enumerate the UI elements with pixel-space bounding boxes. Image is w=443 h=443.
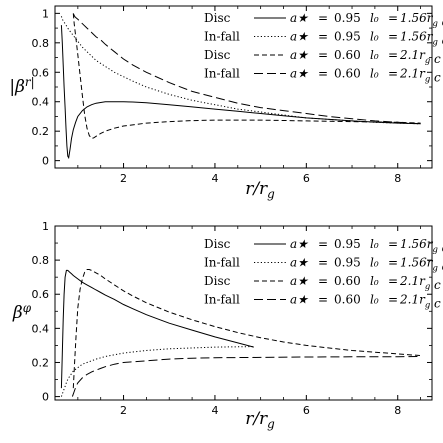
y-tick-label: 0.6 bbox=[32, 66, 50, 79]
y-axis-label: |βr| bbox=[9, 75, 34, 97]
legend-equals: = bbox=[318, 293, 328, 307]
legend-a-value: 0.95 bbox=[334, 237, 361, 251]
legend-a-symbol: a★ bbox=[290, 48, 309, 62]
series-dashed-line bbox=[72, 13, 421, 140]
y-tick-label: 0.6 bbox=[32, 288, 50, 301]
x-tick-label: 8 bbox=[394, 404, 401, 417]
series-solid-line bbox=[60, 269, 254, 389]
x-tick-label: 6 bbox=[303, 404, 310, 417]
x-tick-label: 2 bbox=[120, 404, 127, 417]
x-tick-label: 4 bbox=[211, 404, 218, 417]
legend-a-symbol: a★ bbox=[290, 67, 309, 81]
legend-a-value: 0.60 bbox=[334, 48, 361, 62]
y-tick-label: 0.8 bbox=[32, 254, 50, 267]
x-axis-label: r/rg bbox=[245, 409, 275, 431]
legend-l0-symbol: l₀ bbox=[370, 293, 379, 307]
legend-a-value: 0.60 bbox=[334, 67, 361, 81]
legend-label: Disc bbox=[204, 11, 231, 25]
y-tick-label: 0 bbox=[42, 391, 49, 404]
y-tick-label: 1 bbox=[42, 7, 49, 20]
y-axis-label: βφ bbox=[12, 301, 32, 323]
legend-label: In-fall bbox=[204, 256, 240, 270]
legend-a-symbol: a★ bbox=[290, 237, 309, 251]
legend-a-value: 0.60 bbox=[334, 274, 361, 288]
series-dashed-line bbox=[72, 269, 421, 389]
series-dotted-line bbox=[60, 346, 254, 397]
legend-l0-value: 2.1rg c bbox=[399, 48, 441, 66]
legend-equals: = bbox=[388, 48, 398, 62]
legend-l0-symbol: l₀ bbox=[370, 274, 379, 288]
legend-l0-symbol: l₀ bbox=[370, 48, 379, 62]
legend-l0-symbol: l₀ bbox=[370, 30, 379, 44]
legend-label: Disc bbox=[204, 48, 231, 62]
series-dotted-line bbox=[60, 16, 421, 125]
legend-equals: = bbox=[318, 237, 328, 251]
legend-l0-symbol: l₀ bbox=[370, 237, 379, 251]
legend-a-value: 0.95 bbox=[334, 11, 361, 25]
legend-l0-value: 1.56rg c bbox=[400, 256, 443, 274]
legend-equals: = bbox=[388, 30, 398, 44]
legend-equals: = bbox=[388, 256, 398, 270]
legend-a-value: 0.95 bbox=[334, 256, 361, 270]
legend-label: In-fall bbox=[204, 30, 240, 44]
legend-l0-value: 2.1rg c bbox=[399, 67, 441, 85]
x-tick-label: 4 bbox=[211, 172, 218, 185]
y-tick-label: 1 bbox=[42, 220, 49, 233]
legend-a-symbol: a★ bbox=[290, 274, 309, 288]
legend-a-value: 0.60 bbox=[334, 293, 361, 307]
legend-label: In-fall bbox=[204, 67, 240, 81]
series-longdash-line bbox=[72, 13, 421, 125]
legend-equals: = bbox=[388, 274, 398, 288]
y-tick-label: 0.2 bbox=[32, 356, 50, 369]
legend-a-symbol: a★ bbox=[290, 30, 309, 44]
legend-l0-value: 1.56rg c bbox=[400, 11, 443, 29]
series-solid-line bbox=[60, 25, 421, 160]
y-tick-label: 0 bbox=[42, 155, 49, 168]
legend-equals: = bbox=[318, 256, 328, 270]
legend-equals: = bbox=[388, 237, 398, 251]
legend-a-value: 0.95 bbox=[334, 30, 361, 44]
legend-l0-value: 1.56rg c bbox=[400, 30, 443, 48]
legend-l0-symbol: l₀ bbox=[370, 67, 379, 81]
legend-label: Disc bbox=[204, 274, 231, 288]
legend-equals: = bbox=[388, 293, 398, 307]
legend-l0-symbol: l₀ bbox=[370, 11, 379, 25]
legend-equals: = bbox=[318, 274, 328, 288]
y-tick-label: 0.2 bbox=[32, 125, 50, 138]
legend-a-symbol: a★ bbox=[290, 11, 309, 25]
legend-label: Disc bbox=[204, 237, 231, 251]
x-tick-label: 6 bbox=[303, 172, 310, 185]
legend-a-symbol: a★ bbox=[290, 256, 309, 270]
legend-equals: = bbox=[318, 67, 328, 81]
y-tick-label: 0.4 bbox=[32, 96, 50, 109]
legend-l0-symbol: l₀ bbox=[370, 256, 379, 270]
x-tick-label: 2 bbox=[120, 172, 127, 185]
top-chart-panel: 2 4 6 8 0 0.2 0.4 0.6 0.8 1 |βr| r/rg Disc a★ = 0.95 l₀ =… bbox=[9, 5, 443, 201]
legend-equals: = bbox=[318, 30, 328, 44]
legend-label: In-fall bbox=[204, 293, 240, 307]
legend-l0-value: 1.56rg c bbox=[400, 237, 443, 255]
x-axis-label: r/rg bbox=[245, 179, 275, 201]
plot-frame bbox=[54, 225, 433, 401]
legend-equals: = bbox=[318, 48, 328, 62]
y-tick-label: 0.4 bbox=[32, 322, 50, 335]
legend-l0-value: 2.1rg c bbox=[399, 274, 441, 292]
x-tick-label: 8 bbox=[394, 172, 401, 185]
legend-equals: = bbox=[388, 11, 398, 25]
legend-l0-value: 2.1rg c bbox=[399, 293, 441, 311]
legend-equals: = bbox=[388, 67, 398, 81]
legend-equals: = bbox=[318, 11, 328, 25]
legend-a-symbol: a★ bbox=[290, 293, 309, 307]
y-tick-label: 0.8 bbox=[32, 37, 50, 50]
series-longdash-line bbox=[71, 356, 421, 397]
